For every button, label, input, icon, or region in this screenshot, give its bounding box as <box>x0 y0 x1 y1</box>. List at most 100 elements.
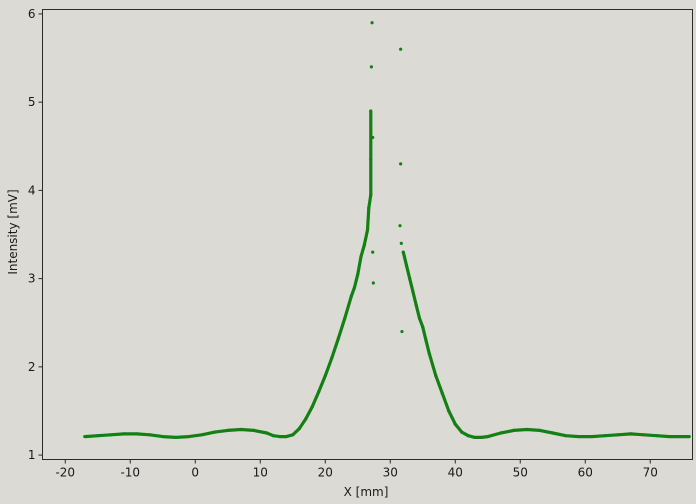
data-point <box>200 433 204 437</box>
data-point <box>83 434 87 439</box>
data-point <box>466 434 470 438</box>
data-point <box>371 135 375 140</box>
data-point <box>291 433 295 437</box>
data-point <box>226 428 230 432</box>
data-point <box>336 337 340 341</box>
y-axis-label: Intensity [mV] <box>6 189 20 274</box>
data-point <box>356 272 360 276</box>
data-point <box>187 434 191 439</box>
x-tick-label: 60 <box>578 466 593 480</box>
data-point <box>359 254 363 259</box>
data-point <box>109 433 113 437</box>
data-point <box>265 431 269 435</box>
data-point <box>460 430 464 434</box>
data-point <box>122 432 126 436</box>
data-point <box>317 389 321 394</box>
data-point <box>453 422 457 426</box>
data-point <box>297 427 301 431</box>
data-point <box>564 434 568 438</box>
data-point <box>284 434 288 439</box>
data-point <box>323 374 327 378</box>
y-tick-label: 6 <box>28 7 36 21</box>
data-points <box>83 21 691 440</box>
data-point <box>371 281 375 285</box>
data-point <box>512 428 516 432</box>
data-point <box>148 433 152 437</box>
data-point <box>499 431 503 435</box>
data-point <box>174 435 178 440</box>
data-point <box>278 434 282 439</box>
data-point <box>367 206 371 210</box>
x-tick-label: 40 <box>448 466 463 480</box>
data-point <box>427 352 431 356</box>
data-point <box>271 434 275 438</box>
data-point <box>473 435 477 440</box>
data-point <box>343 316 347 320</box>
x-tick-label: 50 <box>513 466 528 480</box>
data-point <box>414 303 418 307</box>
data-point <box>408 277 412 281</box>
data-point <box>213 430 217 434</box>
data-point <box>369 109 373 113</box>
data-point <box>135 432 139 436</box>
data-point <box>404 263 409 267</box>
data-point <box>365 228 370 232</box>
data-point <box>352 285 357 290</box>
data-point <box>421 325 425 329</box>
data-point <box>681 434 685 439</box>
x-tick-label: 0 <box>191 466 199 480</box>
data-point <box>252 428 256 432</box>
data-point <box>399 162 403 166</box>
data-point <box>687 434 691 439</box>
y-axis-ticks: 1 2 3 4 5 6 <box>28 7 43 462</box>
data-point <box>399 241 403 245</box>
y-tick-label: 5 <box>28 95 36 109</box>
x-tick-label: -20 <box>55 466 75 480</box>
data-point <box>447 409 451 413</box>
data-point <box>655 434 659 438</box>
data-point <box>370 21 374 25</box>
data-point <box>369 65 373 69</box>
data-line <box>401 251 690 439</box>
x-tick-label: 30 <box>383 466 398 480</box>
data-point <box>362 243 366 247</box>
data-point <box>161 434 165 439</box>
data-point <box>577 434 581 439</box>
data-point <box>417 316 422 320</box>
data-point <box>304 417 308 421</box>
data-point <box>400 329 404 334</box>
data-point <box>349 294 353 298</box>
x-axis-ticks: -20 -10 0 10 20 30 40 50 60 70 <box>55 459 658 480</box>
data-point <box>310 404 314 409</box>
data-point <box>369 193 373 197</box>
data-point <box>616 433 620 437</box>
data-point <box>96 434 100 438</box>
data-point <box>440 391 444 395</box>
data-point <box>398 224 402 228</box>
x-tick-label: 10 <box>253 466 268 480</box>
data-point <box>371 250 375 254</box>
data-point <box>479 435 483 440</box>
x-tick-label: -10 <box>120 466 140 480</box>
data-point <box>590 434 594 439</box>
data-point <box>525 427 529 432</box>
data-point <box>369 157 373 162</box>
y-tick-label: 4 <box>28 183 36 197</box>
data-point <box>411 290 415 294</box>
data-point <box>668 434 672 439</box>
x-tick-label: 20 <box>318 466 333 480</box>
y-tick-label: 1 <box>28 448 36 462</box>
data-point <box>424 338 428 342</box>
x-tick-label: 70 <box>643 466 658 480</box>
y-tick-label: 2 <box>28 360 36 374</box>
data-point <box>239 427 243 432</box>
y-tick-label: 3 <box>28 272 36 286</box>
data-point <box>551 431 555 435</box>
data-point <box>330 356 334 360</box>
data-point <box>642 433 646 437</box>
data-point <box>629 432 633 436</box>
data-point <box>399 47 403 51</box>
data-point <box>486 434 490 439</box>
x-axis-label: X [mm] <box>344 485 389 499</box>
